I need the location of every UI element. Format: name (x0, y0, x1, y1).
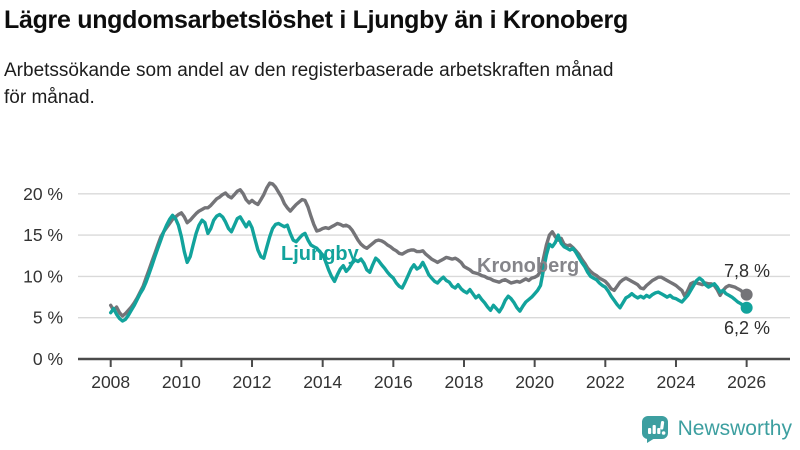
chart-subtitle: Arbetssökande som andel av den registerb… (4, 57, 796, 112)
x-tick-2008: 2008 (91, 372, 130, 392)
chart-header: Lägre ungdomsarbetslöshet i Ljungby än i… (4, 6, 796, 112)
end-value-ljungby: 6,2 % (724, 318, 770, 338)
x-tick-2026: 2026 (727, 372, 766, 392)
y-tick-20: 20 % (23, 184, 63, 204)
series-lines (109, 181, 753, 323)
y-tick-0: 0 % (33, 349, 63, 369)
line-kronoberg (109, 181, 749, 318)
x-tick-2014: 2014 (303, 372, 342, 392)
x-tick-2012: 2012 (233, 372, 272, 392)
x-tick-2010: 2010 (162, 372, 201, 392)
chart-title: Lägre ungdomsarbetslöshet i Ljungby än i… (4, 6, 628, 34)
newsworthy-branding[interactable]: Newsworthy (640, 414, 792, 444)
gridlines: 0 % 5 % 10 % 15 % 20 % (23, 184, 790, 369)
axes: 2008 2010 2012 2014 2016 2018 2020 2022 2024 2026 (78, 357, 790, 392)
subtitle-line-2: för månad. (4, 87, 95, 109)
y-tick-5: 5 % (33, 308, 63, 328)
x-tick-2024: 2024 (657, 372, 696, 392)
y-tick-10: 10 % (23, 266, 63, 286)
y-tick-15: 15 % (23, 225, 63, 245)
subtitle-line-1: Arbetssökande som andel av den registerb… (4, 59, 614, 81)
x-tick-2020: 2020 (515, 372, 554, 392)
x-tick-2022: 2022 (586, 372, 625, 392)
newsworthy-logo-icon (641, 416, 668, 443)
newsworthy-wordmark: Newsworthy (677, 417, 792, 440)
x-tick-2018: 2018 (445, 372, 484, 392)
end-dot-kronoberg (740, 288, 753, 301)
x-tick-2016: 2016 (374, 372, 413, 392)
line-ljungby (109, 212, 749, 323)
end-dot-ljungby (740, 301, 753, 314)
end-value-kronoberg: 7,8 % (724, 261, 770, 281)
series-label-ljungby: Ljungby (281, 243, 360, 265)
series-label-kronoberg: Kronoberg (477, 255, 579, 277)
